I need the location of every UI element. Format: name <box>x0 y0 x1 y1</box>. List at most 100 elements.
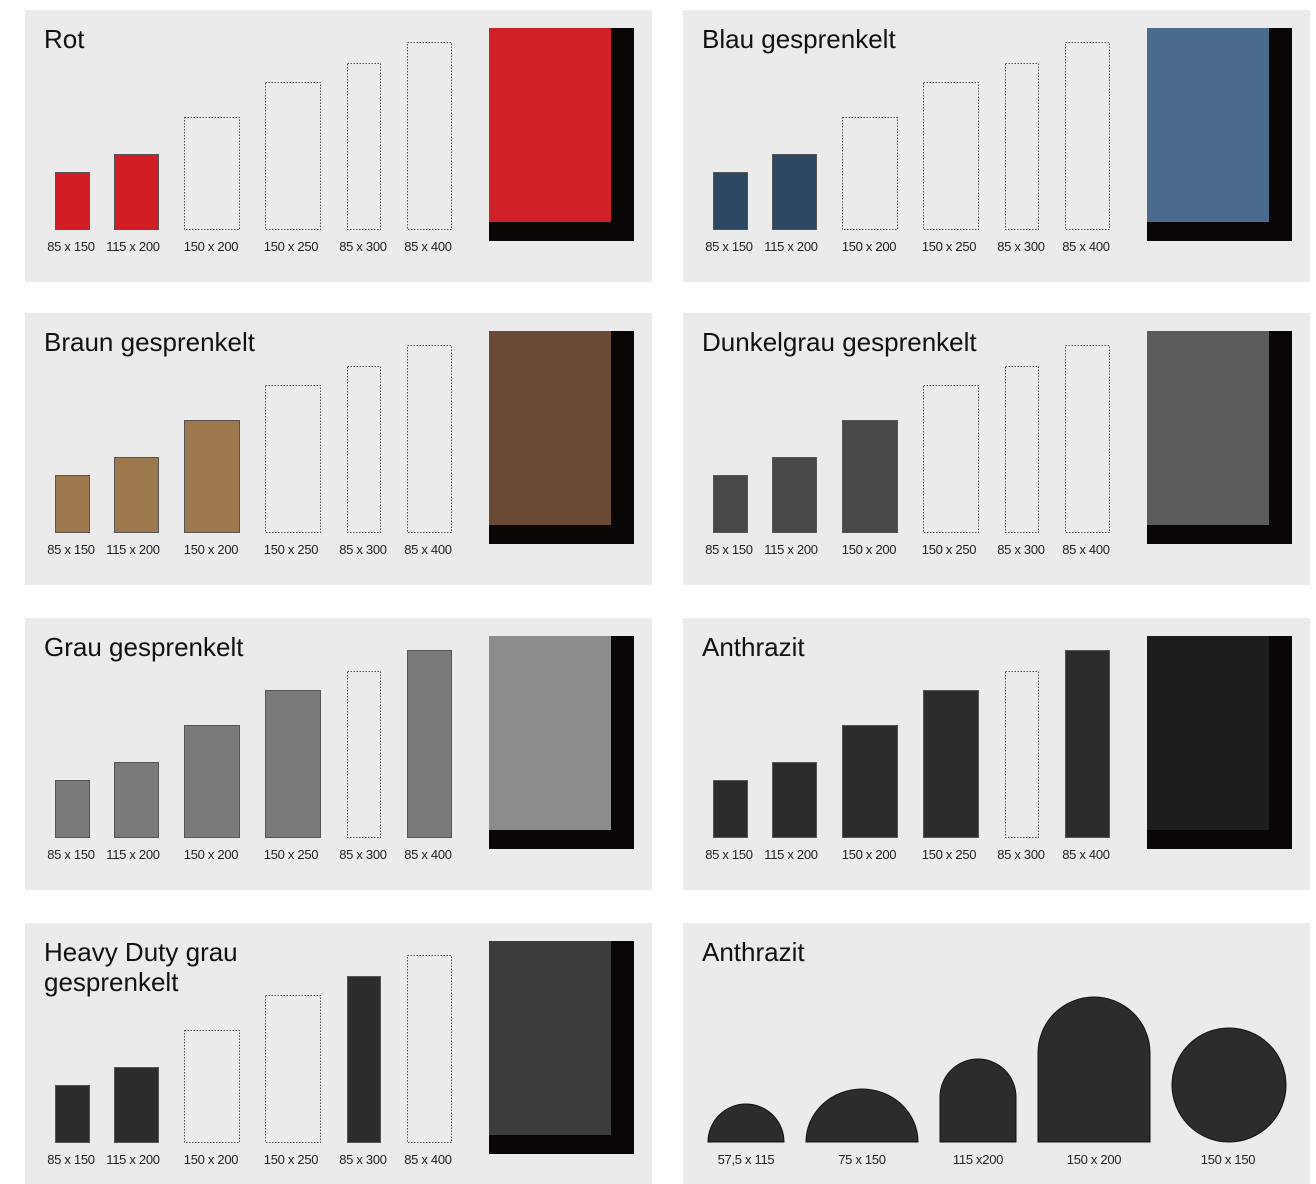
size-bar <box>55 475 90 533</box>
size-label: 85 x 300 <box>997 542 1045 557</box>
size-bar <box>184 420 240 533</box>
size-outline <box>265 82 321 230</box>
size-outline <box>265 385 321 533</box>
size-bar <box>114 457 159 533</box>
size-bar <box>114 154 159 230</box>
size-label: 85 x 300 <box>339 1152 387 1167</box>
panel-graphic: 85 x 150 115 x 200 150 x 200 150 x 250 85 x … <box>47 941 634 1167</box>
size-bar <box>772 154 817 230</box>
size-bar <box>114 1067 159 1143</box>
size-outline <box>347 366 381 533</box>
size-label: 115 x 200 <box>106 542 160 557</box>
size-label: 150 x 150 <box>1201 1152 1255 1167</box>
color-panel: 85 x 150 115 x 200 150 x 200 150 x 250 85 x … <box>683 618 1310 890</box>
size-label: 85 x 150 <box>705 847 753 862</box>
size-label: 85 x 300 <box>997 239 1045 254</box>
swatch <box>489 28 611 222</box>
size-bar <box>265 690 321 838</box>
half-round-mat <box>939 1058 1017 1143</box>
size-label: 115 x200 <box>953 1152 1003 1167</box>
panel-graphic: 85 x 150 115 x 200 150 x 200 150 x 250 85 x … <box>705 28 1292 254</box>
size-outline <box>1065 345 1110 533</box>
size-label: 150 x 200 <box>184 1152 238 1167</box>
size-label: 85 x 150 <box>47 542 95 557</box>
size-outline <box>184 117 240 230</box>
size-bar <box>713 780 748 838</box>
size-label: 85 x 300 <box>997 847 1045 862</box>
size-label: 150 x 200 <box>184 239 238 254</box>
size-outline <box>923 385 979 533</box>
size-outline <box>1005 671 1039 838</box>
size-label: 85 x 300 <box>339 239 387 254</box>
size-bar <box>347 976 381 1143</box>
round-mat <box>1171 1027 1287 1143</box>
size-bar <box>55 780 90 838</box>
panel-graphic: 57,5 x 115 75 x 150 115 x200 150 x 200 150 x… <box>707 996 1287 1167</box>
size-label: 85 x 400 <box>1062 542 1110 557</box>
size-label: 85 x 400 <box>404 847 452 862</box>
size-label: 150 x 200 <box>842 847 896 862</box>
size-label: 150 x 200 <box>184 542 238 557</box>
color-panel: 85 x 150 115 x 200 150 x 200 150 x 250 85 x … <box>25 313 652 585</box>
swatch <box>489 636 611 830</box>
size-bar <box>55 172 90 230</box>
color-panel: 85 x 150 115 x 200 150 x 200 150 x 250 85 x … <box>683 10 1310 282</box>
size-label: 85 x 400 <box>1062 847 1110 862</box>
color-panel: 85 x 150 115 x 200 150 x 200 150 x 250 85 x … <box>25 618 652 890</box>
panel-title: Anthrazit <box>702 632 805 662</box>
size-label: 85 x 400 <box>1062 239 1110 254</box>
panel-title: Anthrazit <box>702 937 805 967</box>
size-label: 150 x 250 <box>922 239 976 254</box>
size-outline <box>184 1030 240 1143</box>
swatch <box>489 941 611 1135</box>
size-label: 115 x 200 <box>106 239 160 254</box>
size-outline <box>347 63 381 230</box>
size-bar <box>407 650 452 838</box>
color-panel: 85 x 150 115 x 200 150 x 200 150 x 250 85 x … <box>25 923 652 1184</box>
size-outline <box>1005 366 1039 533</box>
size-bar <box>1065 650 1110 838</box>
panel-title: Heavy Duty grau gesprenkelt <box>44 937 238 997</box>
size-label: 75 x 150 <box>838 1152 886 1167</box>
size-bar <box>55 1085 90 1143</box>
size-outline <box>407 955 452 1143</box>
size-label: 150 x 250 <box>264 542 318 557</box>
panel-title: Rot <box>44 24 85 54</box>
size-label: 85 x 150 <box>705 542 753 557</box>
size-bar <box>713 172 748 230</box>
size-label: 150 x 200 <box>184 847 238 862</box>
size-label: 115 x 200 <box>106 847 160 862</box>
size-outline <box>923 82 979 230</box>
size-bar <box>772 762 817 838</box>
size-bar <box>923 690 979 838</box>
size-bar <box>842 725 898 838</box>
size-bar <box>713 475 748 533</box>
size-outline <box>347 671 381 838</box>
size-label: 85 x 150 <box>47 1152 95 1167</box>
size-label: 85 x 150 <box>47 239 95 254</box>
size-label: 150 x 250 <box>264 1152 318 1167</box>
size-label: 150 x 250 <box>922 542 976 557</box>
size-label: 150 x 200 <box>842 239 896 254</box>
size-label: 150 x 250 <box>264 239 318 254</box>
panel-graphic: 85 x 150 115 x 200 150 x 200 150 x 250 85 x … <box>705 636 1292 862</box>
panel-title: Braun gesprenkelt <box>44 327 256 357</box>
size-label: 85 x 400 <box>404 542 452 557</box>
size-label: 85 x 400 <box>404 239 452 254</box>
color-panel: 85 x 150 115 x 200 150 x 200 150 x 250 85 x … <box>25 10 652 282</box>
size-label: 85 x 150 <box>47 847 95 862</box>
size-label: 115 x 200 <box>764 542 818 557</box>
size-bar <box>114 762 159 838</box>
size-outline <box>842 117 898 230</box>
swatch <box>1147 636 1269 830</box>
panel-graphic: 85 x 150 115 x 200 150 x 200 150 x 250 85 x … <box>47 28 634 254</box>
size-label: 150 x 250 <box>264 847 318 862</box>
panel-graphic: 85 x 150 115 x 200 150 x 200 150 x 250 85 x … <box>47 636 634 862</box>
half-round-mat <box>805 1088 919 1143</box>
size-label: 57,5 x 115 <box>718 1152 775 1167</box>
swatch <box>1147 28 1269 222</box>
swatch <box>1147 331 1269 525</box>
size-label: 115 x 200 <box>764 239 818 254</box>
half-round-mat <box>707 1103 785 1143</box>
color-panel: 57,5 x 115 75 x 150 115 x200 150 x 200 150 x… <box>683 923 1310 1184</box>
